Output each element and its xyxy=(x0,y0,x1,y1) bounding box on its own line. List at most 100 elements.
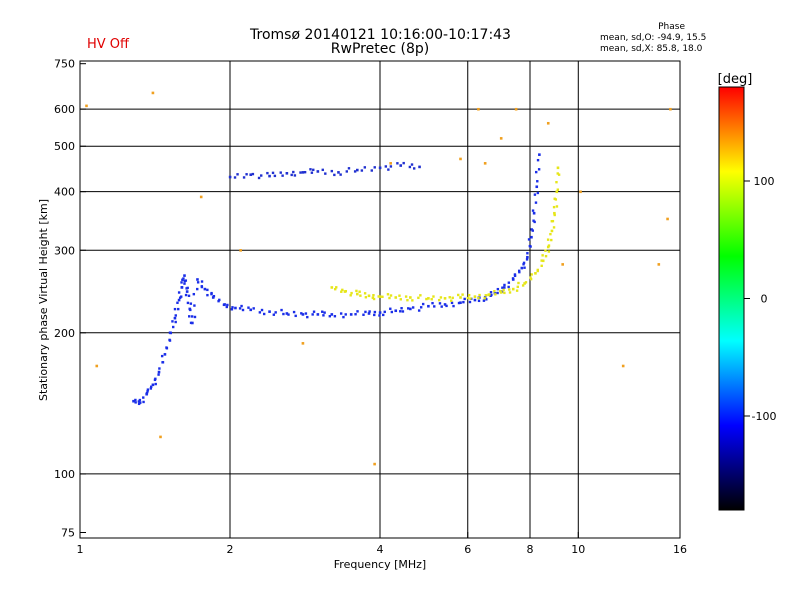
data-point xyxy=(341,288,344,292)
data-point xyxy=(149,387,153,390)
data-point xyxy=(362,313,365,316)
data-point xyxy=(499,137,503,140)
data-point xyxy=(381,295,384,299)
data-point xyxy=(287,313,290,316)
data-point xyxy=(196,287,199,291)
data-point xyxy=(410,163,414,166)
data-point xyxy=(177,307,180,311)
data-point xyxy=(322,314,325,317)
data-point xyxy=(522,261,526,265)
data-point xyxy=(132,399,135,403)
data-point xyxy=(191,321,194,325)
data-point xyxy=(384,165,388,168)
data-point xyxy=(260,174,263,177)
data-point xyxy=(292,310,296,314)
data-point xyxy=(553,213,556,217)
data-point xyxy=(95,364,99,368)
data-point xyxy=(536,269,539,273)
data-point xyxy=(427,304,430,308)
data-point xyxy=(409,296,412,299)
data-point xyxy=(182,277,185,280)
data-point xyxy=(146,388,150,391)
data-point xyxy=(339,173,342,176)
data-point xyxy=(231,306,234,309)
data-point xyxy=(440,305,443,308)
data-point xyxy=(180,286,184,289)
data-point xyxy=(443,297,447,300)
data-point xyxy=(527,238,531,241)
data-point xyxy=(262,312,266,316)
data-point xyxy=(344,289,348,293)
data-point xyxy=(515,289,519,292)
data-point xyxy=(330,286,334,289)
data-point xyxy=(419,306,423,309)
data-point xyxy=(347,167,351,170)
data-point xyxy=(372,294,375,297)
data-point xyxy=(200,285,203,288)
data-point xyxy=(217,299,220,303)
data-point xyxy=(337,171,340,174)
data-point xyxy=(489,291,493,294)
data-point xyxy=(370,169,373,172)
data-point xyxy=(368,310,371,313)
data-point xyxy=(138,401,142,404)
colorbar-tick-label: 0 xyxy=(761,293,768,306)
data-point xyxy=(240,304,243,308)
data-point xyxy=(523,282,526,285)
data-point xyxy=(293,174,297,177)
data-point xyxy=(540,259,543,262)
data-point xyxy=(312,168,315,172)
data-point xyxy=(533,193,537,196)
data-point xyxy=(168,331,172,334)
data-point xyxy=(513,274,517,278)
data-point xyxy=(349,294,352,297)
data-point xyxy=(335,286,338,289)
data-point xyxy=(211,296,215,299)
data-point xyxy=(257,176,261,180)
data-point xyxy=(443,303,447,306)
data-point xyxy=(168,338,171,342)
data-point xyxy=(181,278,184,281)
chart-subtitle: RwPretec (8p) xyxy=(330,41,430,57)
data-point xyxy=(417,309,421,312)
data-point xyxy=(540,264,543,268)
data-point xyxy=(483,297,486,300)
data-point xyxy=(242,176,246,179)
data-point xyxy=(165,346,168,349)
data-point xyxy=(299,171,302,174)
data-point xyxy=(371,296,375,299)
data-point xyxy=(280,308,283,312)
data-point xyxy=(230,308,234,311)
data-point xyxy=(174,314,177,317)
data-point xyxy=(402,161,405,165)
data-point xyxy=(378,166,382,170)
data-point xyxy=(409,307,412,311)
data-point xyxy=(212,294,216,298)
y-tick-label: 400 xyxy=(54,186,75,199)
data-point xyxy=(373,462,376,466)
data-point xyxy=(502,286,506,289)
data-point xyxy=(556,188,560,191)
data-point xyxy=(303,170,307,174)
data-point xyxy=(530,235,533,239)
data-point xyxy=(274,311,277,314)
x-tick-label: 6 xyxy=(464,543,471,556)
data-point xyxy=(185,290,189,293)
data-point xyxy=(555,205,559,208)
data-point xyxy=(477,296,480,300)
data-point xyxy=(151,383,155,387)
data-point xyxy=(535,170,538,174)
data-point xyxy=(546,121,550,125)
data-point xyxy=(184,293,188,297)
data-point xyxy=(349,313,353,316)
data-point xyxy=(157,373,160,376)
data-point xyxy=(419,294,422,297)
data-point xyxy=(547,250,551,253)
data-point xyxy=(388,296,391,300)
data-point xyxy=(520,266,524,270)
data-point xyxy=(294,314,297,318)
data-point xyxy=(193,304,196,307)
data-point xyxy=(309,168,312,171)
data-point xyxy=(192,292,196,296)
